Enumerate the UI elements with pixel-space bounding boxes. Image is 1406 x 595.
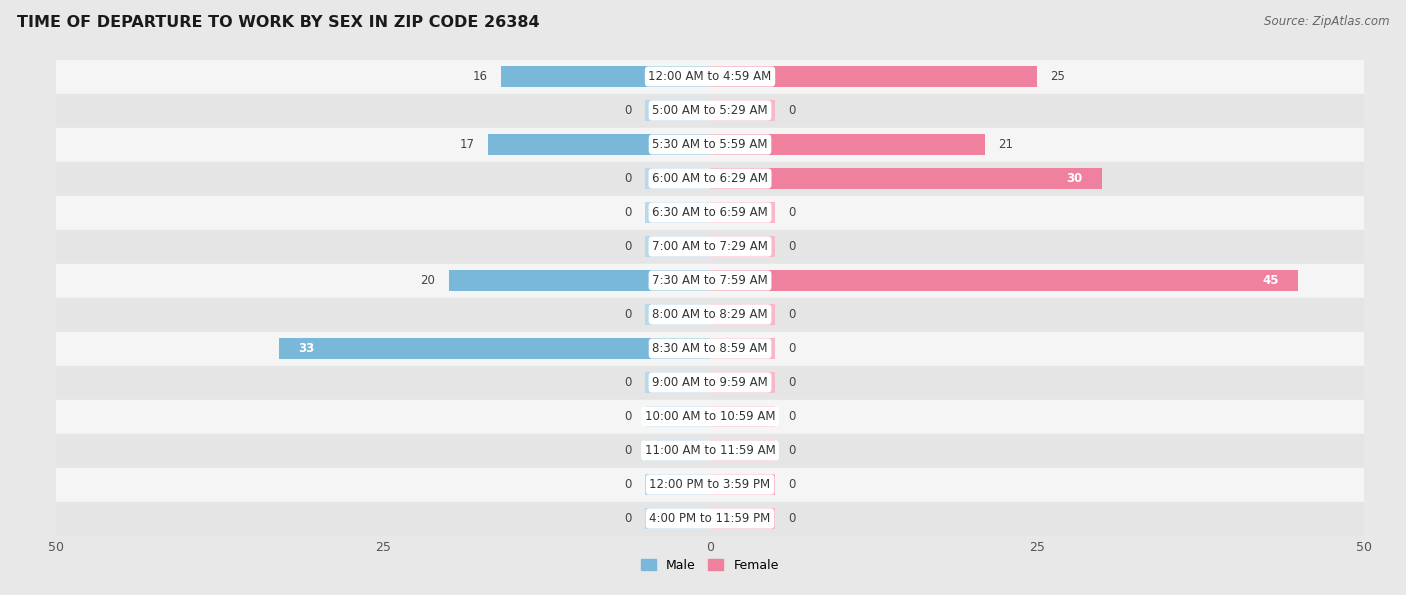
Bar [501, 66, 710, 87]
Text: 0: 0 [624, 240, 631, 253]
Bar [710, 66, 1038, 87]
Bar [710, 372, 776, 393]
Bar [710, 304, 776, 325]
Text: 11:00 AM to 11:59 AM: 11:00 AM to 11:59 AM [645, 444, 775, 457]
Bar [449, 270, 710, 291]
Text: 30: 30 [1066, 172, 1083, 185]
Text: 5:00 AM to 5:29 AM: 5:00 AM to 5:29 AM [652, 104, 768, 117]
Text: 21: 21 [998, 138, 1012, 151]
Bar [710, 338, 776, 359]
Bar [56, 93, 1364, 127]
Bar [56, 264, 1364, 298]
Text: 0: 0 [624, 478, 631, 491]
Text: 7:00 AM to 7:29 AM: 7:00 AM to 7:29 AM [652, 240, 768, 253]
Bar [710, 474, 776, 495]
Bar [56, 331, 1364, 365]
Text: 0: 0 [789, 512, 796, 525]
Text: 12:00 PM to 3:59 PM: 12:00 PM to 3:59 PM [650, 478, 770, 491]
Text: 5:30 AM to 5:59 AM: 5:30 AM to 5:59 AM [652, 138, 768, 151]
Text: 0: 0 [789, 444, 796, 457]
Text: 17: 17 [460, 138, 475, 151]
Bar [710, 270, 1298, 291]
Text: 10:00 AM to 10:59 AM: 10:00 AM to 10:59 AM [645, 410, 775, 423]
Bar [644, 406, 710, 427]
Text: 0: 0 [789, 104, 796, 117]
Bar [56, 196, 1364, 230]
Text: 16: 16 [472, 70, 488, 83]
Text: 0: 0 [789, 240, 796, 253]
Text: 0: 0 [789, 308, 796, 321]
Text: 7:30 AM to 7:59 AM: 7:30 AM to 7:59 AM [652, 274, 768, 287]
Bar [710, 236, 776, 257]
Bar [644, 304, 710, 325]
Bar [56, 60, 1364, 93]
Text: Source: ZipAtlas.com: Source: ZipAtlas.com [1264, 15, 1389, 28]
Bar [56, 502, 1364, 536]
Bar [710, 508, 776, 529]
Text: 0: 0 [624, 206, 631, 219]
Text: 6:30 AM to 6:59 AM: 6:30 AM to 6:59 AM [652, 206, 768, 219]
Bar [644, 508, 710, 529]
Bar [56, 434, 1364, 468]
Bar [488, 134, 710, 155]
Text: 0: 0 [624, 104, 631, 117]
Text: 12:00 AM to 4:59 AM: 12:00 AM to 4:59 AM [648, 70, 772, 83]
Bar [644, 100, 710, 121]
Text: 0: 0 [789, 478, 796, 491]
Text: 8:30 AM to 8:59 AM: 8:30 AM to 8:59 AM [652, 342, 768, 355]
Text: 0: 0 [789, 376, 796, 389]
Text: 33: 33 [298, 342, 315, 355]
Bar [710, 440, 776, 461]
Bar [56, 298, 1364, 331]
Text: TIME OF DEPARTURE TO WORK BY SEX IN ZIP CODE 26384: TIME OF DEPARTURE TO WORK BY SEX IN ZIP … [17, 15, 540, 30]
Bar [56, 127, 1364, 161]
Bar [644, 236, 710, 257]
Text: 25: 25 [1050, 70, 1064, 83]
Bar [710, 406, 776, 427]
Text: 0: 0 [624, 444, 631, 457]
Text: 9:00 AM to 9:59 AM: 9:00 AM to 9:59 AM [652, 376, 768, 389]
Text: 4:00 PM to 11:59 PM: 4:00 PM to 11:59 PM [650, 512, 770, 525]
Text: 8:00 AM to 8:29 AM: 8:00 AM to 8:29 AM [652, 308, 768, 321]
Text: 0: 0 [624, 172, 631, 185]
Text: 0: 0 [789, 410, 796, 423]
Bar [644, 440, 710, 461]
Text: 0: 0 [624, 308, 631, 321]
Text: 0: 0 [624, 512, 631, 525]
Text: 20: 20 [420, 274, 436, 287]
Bar [56, 161, 1364, 196]
Text: 0: 0 [624, 376, 631, 389]
Bar [710, 100, 776, 121]
Bar [644, 202, 710, 223]
Bar [56, 468, 1364, 502]
Bar [644, 372, 710, 393]
Bar [56, 365, 1364, 399]
Bar [710, 168, 1102, 189]
Text: 0: 0 [624, 410, 631, 423]
Bar [644, 474, 710, 495]
Bar [56, 399, 1364, 434]
Bar [710, 134, 984, 155]
Text: 45: 45 [1263, 274, 1279, 287]
Legend: Male, Female: Male, Female [637, 554, 783, 577]
Text: 6:00 AM to 6:29 AM: 6:00 AM to 6:29 AM [652, 172, 768, 185]
Bar [56, 230, 1364, 264]
Bar [710, 202, 776, 223]
Text: 0: 0 [789, 206, 796, 219]
Bar [644, 168, 710, 189]
Bar [278, 338, 710, 359]
Text: 0: 0 [789, 342, 796, 355]
